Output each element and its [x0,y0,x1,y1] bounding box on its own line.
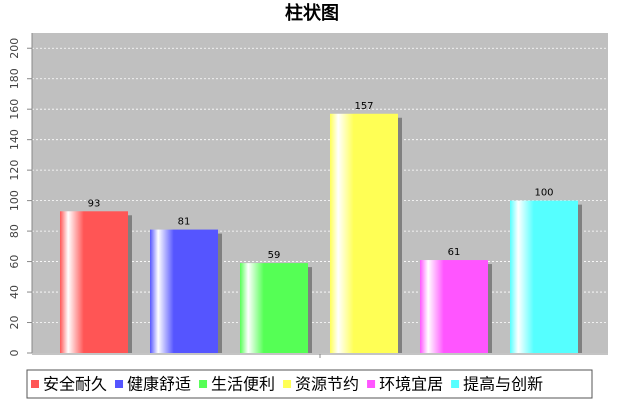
legend-label: 资源节约 [295,375,359,394]
y-tick-label: 120 [8,160,21,181]
legend-label: 生活便利 [211,375,275,394]
data-label: 93 [88,198,101,209]
data-label: 100 [534,188,553,199]
legend-label: 健康舒适 [127,375,191,394]
y-tick-label: 200 [8,38,21,59]
bar [510,200,578,353]
legend-swatch [31,380,39,388]
y-tick-label: 100 [8,190,21,211]
y-tick-label: 160 [8,99,21,120]
data-label: 59 [268,250,281,261]
legend-swatch [115,380,124,388]
chart-title: 柱状图 [285,2,339,24]
y-tick-label: 180 [8,68,21,89]
legend-swatch [451,380,460,388]
bar [60,211,128,353]
data-label: 157 [354,101,373,112]
y-tick-label: 60 [8,255,21,269]
y-tick-label: 0 [8,350,21,357]
legend-swatch [367,380,376,388]
bar [240,263,308,353]
y-tick-label: 40 [8,285,21,299]
legend-label: 安全耐久 [43,375,107,394]
legend-swatch [199,380,208,388]
data-label: 61 [448,247,461,258]
bar [150,229,218,353]
y-tick-label: 140 [8,129,21,150]
bar [420,260,488,353]
legend-label: 环境宜居 [379,375,443,394]
legend-swatch [283,380,292,388]
y-tick-label: 20 [8,316,21,330]
y-tick-label: 80 [8,224,21,238]
bar [330,113,398,353]
data-label: 81 [178,217,191,228]
legend-label: 提高与创新 [463,375,543,394]
